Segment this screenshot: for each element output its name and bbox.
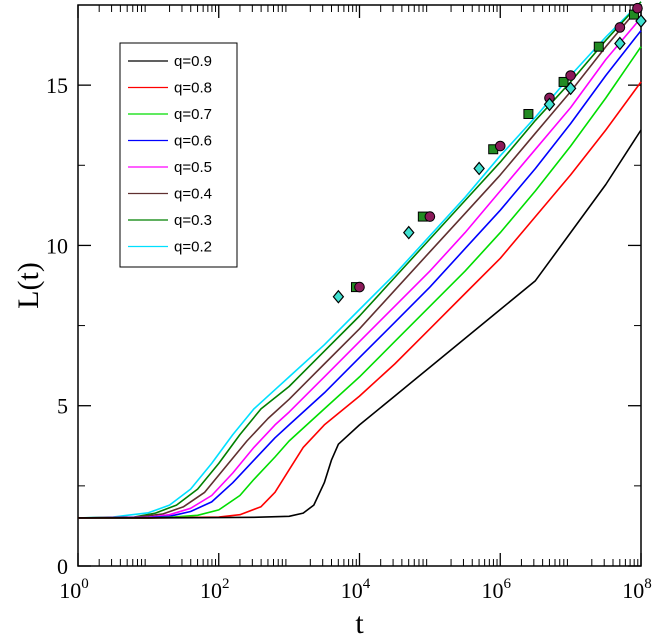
marker-circle: [424, 211, 436, 222]
legend-entry: q=0.7: [174, 106, 212, 123]
marker-diamond: [402, 225, 415, 240]
x-tick-label: 108: [622, 576, 652, 603]
y-axis-title: L(t): [12, 262, 45, 309]
legend-entry: q=0.8: [174, 80, 212, 97]
legend-entry: q=0.5: [174, 159, 212, 176]
series-layer: [77, 1, 642, 519]
tick-labels: 100 102 104 106 108 0 5 10 15: [46, 73, 652, 603]
legend-entry: q=0.9: [174, 53, 212, 70]
legend-box: [119, 42, 238, 268]
legend: q=0.9 q=0.8 q=0.7 q=0.6 q=0.5 q=0.4 q=0.3 q=0.2: [119, 42, 238, 268]
marker-circle: [614, 22, 626, 33]
series-line-q06: [77, 30, 642, 519]
marker-square: [593, 41, 604, 52]
minor-ticks: [78, 4, 641, 566]
marker-square: [523, 108, 534, 119]
marker-diamond: [543, 97, 556, 112]
x-tick-label: 100: [59, 576, 89, 603]
legend-entry: q=0.4: [174, 186, 212, 203]
marker-layer: [332, 2, 647, 304]
legend-entry: q=0.2: [174, 239, 212, 256]
marker-diamond: [564, 81, 577, 96]
marker-circle: [354, 281, 365, 293]
y-tick-label: 10: [46, 233, 68, 258]
marker-square: [558, 76, 569, 87]
series-line-q09: [78, 129, 642, 519]
series-line-q03: [77, 1, 642, 519]
series-line-q04: [77, 4, 642, 519]
marker-circle: [565, 70, 576, 81]
marker-diamond: [614, 36, 626, 51]
legend-entry: q=0.3: [174, 212, 212, 229]
marker-diamond: [332, 289, 345, 304]
marker-circle: [494, 140, 506, 152]
x-tick-label: 104: [341, 576, 371, 603]
x-tick-label: 102: [200, 576, 230, 603]
y-tick-label: 15: [46, 73, 68, 98]
legend-entry: q=0.6: [174, 133, 212, 150]
x-tick-label: 106: [482, 576, 512, 603]
y-tick-label: 5: [57, 394, 68, 419]
x-axis-title: t: [355, 607, 364, 639]
y-tick-label: 0: [57, 554, 68, 579]
marker-circle: [632, 2, 643, 14]
marker-diamond: [635, 14, 647, 28]
marker-diamond: [473, 161, 485, 176]
series-line-q02: [77, 1, 642, 519]
series-line-q07: [78, 46, 642, 519]
series-line-q05: [77, 17, 642, 519]
